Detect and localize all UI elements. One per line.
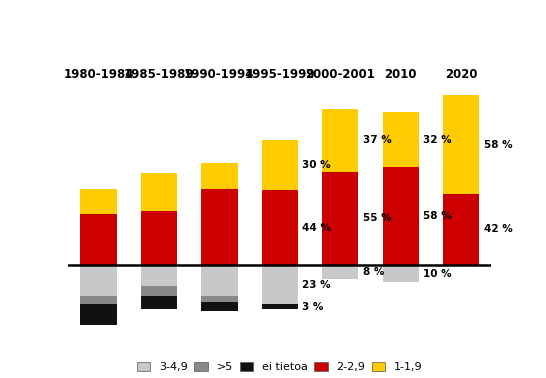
Bar <box>201 296 238 302</box>
Bar <box>443 194 479 265</box>
Text: 2000-2001: 2000-2001 <box>305 68 375 81</box>
Text: 1990-1994: 1990-1994 <box>184 68 254 81</box>
Bar <box>383 112 419 167</box>
Text: 10 %: 10 % <box>423 269 452 279</box>
Text: 32 %: 32 % <box>423 135 452 144</box>
Bar <box>322 172 358 265</box>
Text: 1995-1999: 1995-1999 <box>245 68 315 81</box>
Bar <box>322 265 358 279</box>
Bar <box>80 214 117 265</box>
Bar <box>80 189 117 214</box>
Bar <box>80 304 117 325</box>
Text: 1985-1989: 1985-1989 <box>123 68 194 81</box>
Text: 3 %: 3 % <box>302 302 324 312</box>
Text: 55 %: 55 % <box>363 214 391 223</box>
Text: 42 %: 42 % <box>484 225 512 234</box>
Bar <box>262 191 298 265</box>
Bar <box>80 296 117 304</box>
Text: 37 %: 37 % <box>363 135 391 146</box>
Bar <box>201 163 238 189</box>
Text: 58 %: 58 % <box>484 139 512 150</box>
Text: 8 %: 8 % <box>363 267 384 277</box>
Text: 23 %: 23 % <box>302 280 331 290</box>
Text: 44 %: 44 % <box>302 223 331 233</box>
Bar <box>322 109 358 172</box>
Bar <box>443 95 479 194</box>
Bar <box>80 265 117 296</box>
Bar <box>201 189 238 265</box>
Bar <box>201 265 238 296</box>
Bar <box>141 285 177 296</box>
Text: 58 %: 58 % <box>423 211 452 221</box>
Bar <box>262 265 298 304</box>
Legend: 3-4,9, >5, ei tietoa, 2-2,9, 1-1,9: 3-4,9, >5, ei tietoa, 2-2,9, 1-1,9 <box>133 359 426 376</box>
Text: 2010: 2010 <box>384 68 417 81</box>
Bar <box>262 139 298 191</box>
Bar <box>201 302 238 311</box>
Bar <box>383 265 419 282</box>
Text: 1980-1984: 1980-1984 <box>63 68 134 81</box>
Bar <box>383 167 419 265</box>
Bar <box>141 174 177 211</box>
Bar <box>141 296 177 309</box>
Text: 30 %: 30 % <box>302 160 331 170</box>
Bar <box>262 304 298 309</box>
Text: 2020: 2020 <box>445 68 477 81</box>
Bar <box>141 265 177 285</box>
Bar <box>141 211 177 265</box>
